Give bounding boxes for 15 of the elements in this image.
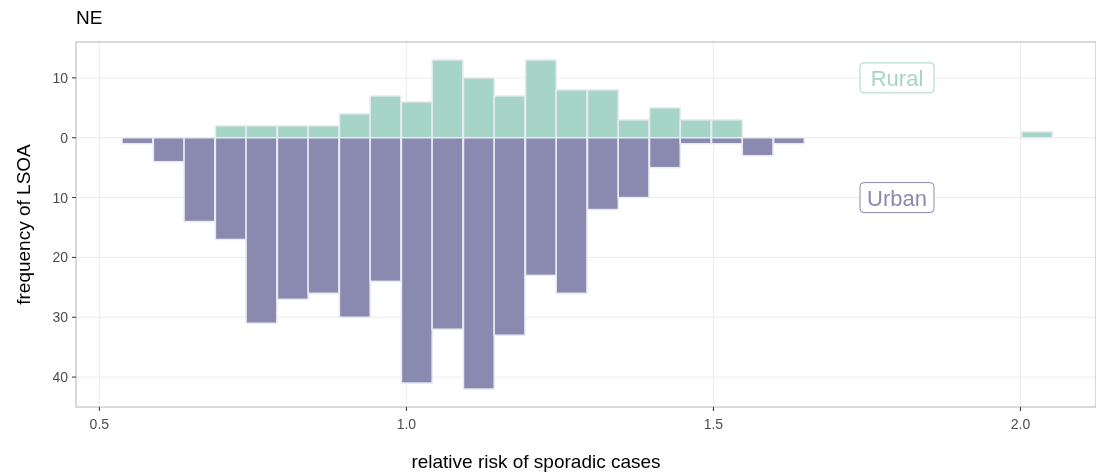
text: Urban <box>867 185 927 211</box>
y-tick-label: 40 <box>52 369 69 386</box>
y-axis-title: frequency of LSOA <box>13 143 34 305</box>
y-tick-label: 10 <box>52 69 69 86</box>
y-tick-label: 0 <box>60 129 69 146</box>
x-tick-label: 0.5 <box>89 416 110 432</box>
chart-title: NE <box>76 7 103 28</box>
y-tick-label: 10 <box>52 189 69 206</box>
x-axis-title: relative risk of sporadic cases <box>411 451 661 472</box>
x-tick-label: 2.0 <box>1010 416 1031 432</box>
x-tick-label: 1.0 <box>396 416 417 432</box>
text: Rural <box>870 65 924 91</box>
x-tick-label: 1.5 <box>703 416 724 432</box>
y-tick-label: 30 <box>52 309 69 326</box>
y-tick-label: 20 <box>52 249 69 266</box>
